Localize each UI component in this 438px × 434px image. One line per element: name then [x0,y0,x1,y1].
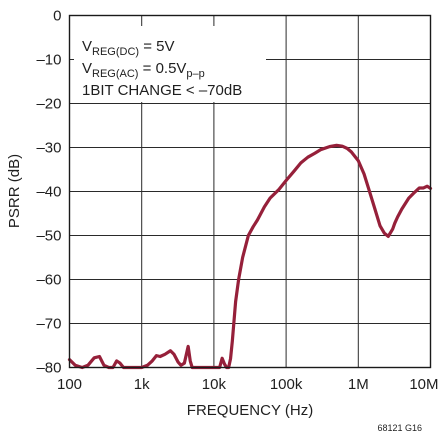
x-tick-label: 10M [409,376,438,393]
x-tick-label: 1M [348,376,369,393]
y-tick-label: –80 [36,360,61,377]
y-tick-label: –70 [36,316,61,333]
y-tick-label: –10 [36,52,61,69]
y-tick-label: –40 [36,184,61,201]
psrr-series-line [67,143,433,370]
annotation-background [74,26,266,102]
y-tick-label: –50 [36,228,61,245]
y-tick-label: –30 [36,140,61,157]
x-tick-label: 100k [270,376,303,393]
annotation-bit-change: 1BIT CHANGE < –70dB [82,82,242,99]
figure-id: 68121 G16 [377,423,422,433]
x-tick-label: 10k [202,376,227,393]
annotation-vreg-dc: VREG(DC) = 5V [82,38,175,58]
y-axis-label: PSRR (dB) [6,154,23,228]
x-tick-label: 100 [57,376,82,393]
y-tick-label: –20 [36,96,61,113]
plot-frame [68,14,432,369]
y-tick-label: –60 [36,272,61,289]
annotation-vreg-ac: VREG(AC) = 0.5Vp–p [82,60,205,80]
x-tick-labels: 100 1k 10k 100k 1M 10M [57,376,438,393]
y-tick-label: 0 [53,8,61,25]
series-layer [67,143,433,370]
x-axis-label: FREQUENCY (Hz) [187,402,313,419]
x-tick-label: 1k [134,376,150,393]
annotation-box: VREG(DC) = 5V VREG(AC) = 0.5Vp–p 1BIT CH… [74,26,266,102]
y-tick-labels: 0 –10 –20 –30 –40 –50 –60 –70 –80 [36,8,61,377]
